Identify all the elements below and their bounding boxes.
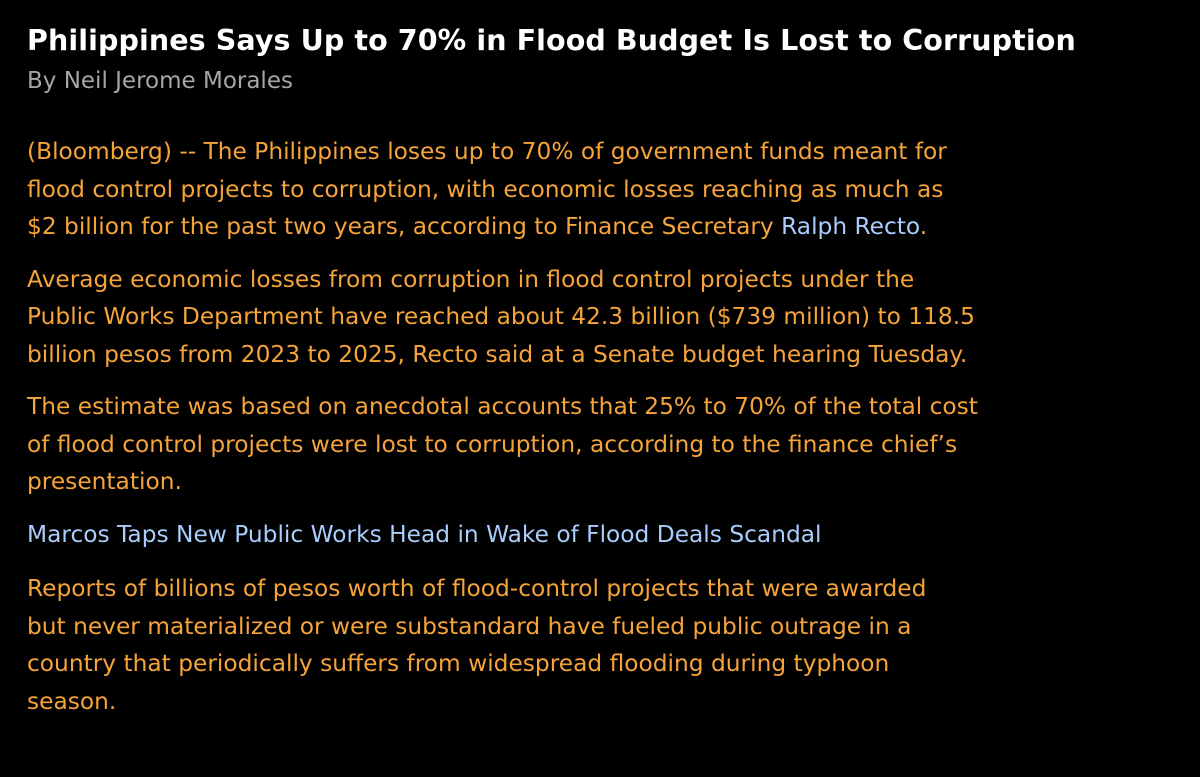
paragraph-4: Reports of billions of pesos worth of fl… bbox=[27, 570, 1172, 720]
paragraph-line: (Bloomberg) -- The Philippines loses up … bbox=[27, 138, 947, 165]
paragraph-line: billion pesos from 2023 to 2025, Recto s… bbox=[27, 340, 968, 368]
paragraph-1: (Bloomberg) -- The Philippines loses up … bbox=[27, 133, 1172, 246]
paragraph-line: Reports of billions of pesos worth of fl… bbox=[27, 575, 927, 602]
paragraph-line: $2 billion for the past two years, accor… bbox=[27, 208, 1172, 246]
related-story: Marcos Taps New Public Works Head in Wak… bbox=[27, 516, 1172, 554]
paragraph-line: The estimate was based on anecdotal acco… bbox=[27, 393, 978, 420]
paragraph-line: Public Works Department have reached abo… bbox=[27, 303, 975, 330]
ralph-recto-link[interactable]: Ralph Recto bbox=[781, 213, 920, 240]
headline: Philippines Says Up to 70% in Flood Budg… bbox=[27, 24, 1076, 57]
paragraph-line: but never materialized or were substanda… bbox=[27, 612, 912, 640]
paragraph-line: country that periodically suffers from w… bbox=[27, 650, 890, 677]
related-story-link[interactable]: Marcos Taps New Public Works Head in Wak… bbox=[27, 520, 822, 548]
paragraph-line: of flood control projects were lost to c… bbox=[27, 430, 958, 458]
paragraph-line-text: $2 billion for the past two years, accor… bbox=[27, 213, 782, 240]
paragraph-line: season. bbox=[27, 687, 117, 715]
paragraph-line: flood control projects to corruption, wi… bbox=[27, 175, 944, 203]
paragraph-line-end: . bbox=[919, 213, 928, 240]
paragraph-line: Average economic losses from corruption … bbox=[27, 265, 915, 293]
byline: By Neil Jerome Morales bbox=[27, 68, 293, 94]
paragraph-3: The estimate was based on anecdotal acco… bbox=[27, 388, 1172, 501]
article-body: (Bloomberg) -- The Philippines loses up … bbox=[27, 133, 1172, 720]
paragraph-line: presentation. bbox=[27, 468, 182, 495]
paragraph-2: Average economic losses from corruption … bbox=[27, 261, 1172, 374]
